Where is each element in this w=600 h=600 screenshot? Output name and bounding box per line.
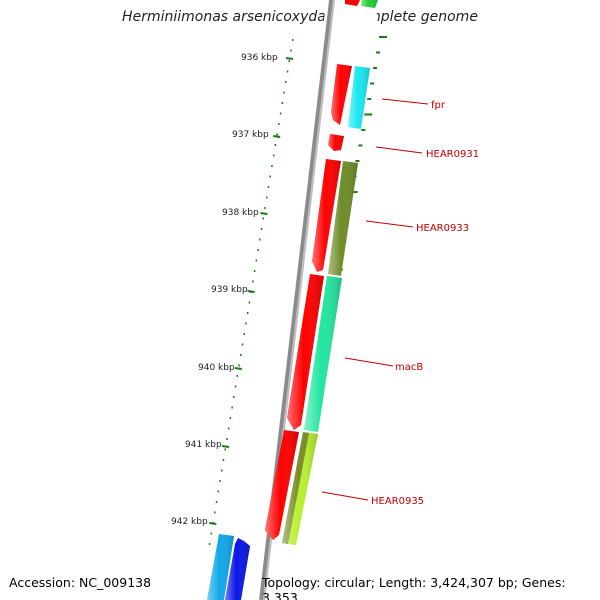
accession-text: Accession: NC_009138 [9, 575, 152, 590]
gene-macb[interactable] [304, 276, 342, 432]
genome-summary-text: Topology: circular; Length: 3,424,307 bp… [262, 575, 566, 600]
gene-label-hear0935[interactable]: HEAR0935 [371, 496, 424, 507]
gene-label-fpr[interactable]: fpr [431, 100, 446, 111]
gene-track-band [231, 0, 379, 600]
map-title: Herminiimonas arsenicoxydans, complete g… [122, 9, 478, 25]
gene-top-green[interactable] [361, 0, 378, 8]
gene-bottom-blue[interactable] [225, 538, 250, 600]
tick-label-936: 936 kbp [241, 53, 278, 63]
major-tick [221, 445, 230, 448]
major-tick [273, 135, 281, 138]
gene-top-red[interactable] [345, 0, 360, 6]
gene-bottom-sky[interactable] [207, 534, 234, 600]
gene-fpr-reverse[interactable] [331, 64, 352, 125]
tick-label-942: 942 kbp [171, 517, 208, 527]
gene-label-hear0931[interactable]: HEAR0931 [426, 149, 479, 160]
tick-label-941: 941 kbp [185, 440, 222, 450]
gene-label-leaders [321, 98, 429, 501]
gene-hear0932[interactable] [312, 159, 341, 272]
major-tick-marks [209, 57, 294, 525]
gene-labels: fpr HEAR0931 HEAR0933 macB HEAR0935 [371, 100, 479, 507]
leader-hear0935 [321, 491, 369, 501]
tick-label-939: 939 kbp [211, 285, 248, 295]
gene-hear0931[interactable] [328, 134, 344, 151]
leader-hear0931 [375, 146, 423, 154]
gene-label-macb[interactable]: macB [395, 362, 423, 373]
tick-labels: 936 kbp 937 kbp 938 kbp 939 kbp 940 kbp … [171, 53, 278, 527]
leader-fpr [381, 98, 429, 105]
leader-macb [344, 357, 394, 367]
tick-label-938: 938 kbp [222, 208, 259, 218]
major-tick [285, 57, 294, 60]
gene-label-hear0933[interactable]: HEAR0933 [416, 223, 469, 234]
gene-hear0933[interactable] [328, 161, 358, 276]
tick-label-940: 940 kbp [198, 363, 235, 373]
major-tick [247, 290, 255, 293]
gene-fpr-forward[interactable] [348, 66, 370, 129]
major-tick [234, 367, 243, 370]
gene-hear0935[interactable] [282, 432, 318, 545]
gene-macb-reverse[interactable] [287, 274, 324, 430]
tick-label-937: 937 kbp [232, 130, 269, 140]
major-tick [260, 212, 268, 215]
inner-tick-marks [208, 39, 294, 545]
major-tick [209, 522, 217, 525]
leader-hear0933 [365, 220, 414, 228]
gene-hear0934[interactable] [265, 430, 299, 540]
